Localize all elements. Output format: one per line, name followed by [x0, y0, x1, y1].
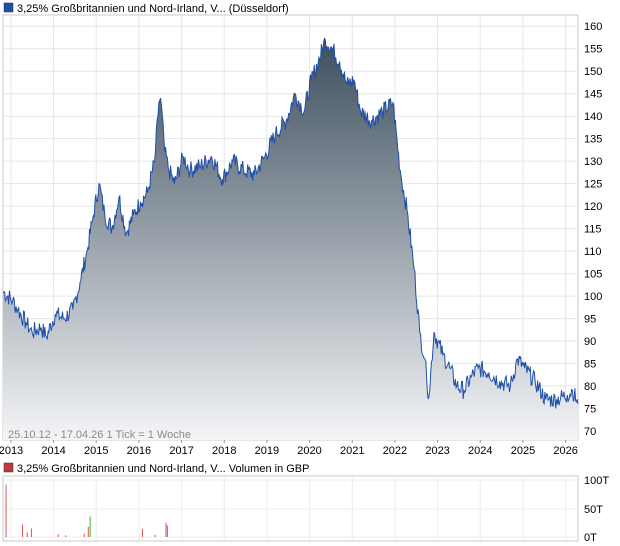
- y-tick-label: 70: [584, 426, 596, 438]
- y-tick-label: 120: [584, 201, 602, 213]
- y-tick-label: 105: [584, 269, 602, 281]
- y-tick-label: 135: [584, 134, 602, 146]
- volume-bars: [5, 484, 168, 537]
- y-tick-label: 110: [584, 246, 602, 258]
- volume-legend-text: 3,25% Großbritannien und Nord-Irland, V.…: [17, 463, 309, 475]
- y-tick-label: 80: [584, 381, 596, 393]
- y-tick-label: 125: [584, 179, 602, 191]
- x-tick-label: 2026: [553, 445, 577, 457]
- y-tick-label: 155: [584, 44, 602, 56]
- y-tick-label: 95: [584, 314, 596, 326]
- y-tick-label: 160: [584, 21, 602, 33]
- x-tick-label: 2016: [127, 445, 151, 457]
- y-tick-label: 85: [584, 359, 596, 371]
- x-tick-label: 2024: [468, 445, 492, 457]
- price-area: [2, 37, 579, 440]
- price-x-axis: 2013 2014 2015 2016 2017 2018 2019 2020 2021 2022…: [0, 440, 578, 457]
- x-tick-label: 2022: [383, 445, 407, 457]
- price-area-fill: [3, 38, 578, 440]
- volume-y-tick-label: 50T: [584, 504, 603, 516]
- x-tick-label: 2019: [255, 445, 279, 457]
- x-tick-label: 2025: [511, 445, 535, 457]
- x-tick-label: 2018: [212, 445, 236, 457]
- y-tick-label: 150: [584, 66, 602, 78]
- price-line: [2, 37, 579, 409]
- price-legend-text: 3,25% Großbritannien und Nord-Irland, V.…: [17, 3, 289, 15]
- price-legend-swatch: [3, 2, 14, 13]
- volume-legend-swatch: [3, 462, 14, 473]
- x-tick-label: 2014: [41, 445, 65, 457]
- x-tick-label: 2013: [0, 445, 23, 457]
- price-y-axis: 70 75 80 85 90 95 100 105 110 115 120 125 130 135 140 1…: [584, 21, 602, 438]
- y-tick-label: 140: [584, 111, 602, 123]
- volume-y-axis: 100T 50T 0T: [584, 475, 609, 544]
- x-tick-label: 2023: [425, 445, 449, 457]
- y-tick-label: 100: [584, 291, 602, 303]
- y-tick-label: 90: [584, 336, 596, 348]
- y-tick-label: 115: [584, 224, 602, 236]
- x-tick-label: 2021: [340, 445, 364, 457]
- x-tick-label: 2017: [169, 445, 193, 457]
- volume-grid: [3, 476, 578, 541]
- time-range-footnote: 25.10.12 - 17.04.26 1 Tick = 1 Woche: [8, 429, 191, 441]
- y-tick-label: 145: [584, 89, 602, 101]
- y-tick-label: 75: [584, 404, 596, 416]
- x-tick-label: 2015: [84, 445, 108, 457]
- x-tick-label: 2020: [297, 445, 321, 457]
- volume-y-tick-label: 0T: [584, 532, 597, 544]
- volume-y-tick-label: 100T: [584, 475, 609, 487]
- y-tick-label: 130: [584, 156, 602, 168]
